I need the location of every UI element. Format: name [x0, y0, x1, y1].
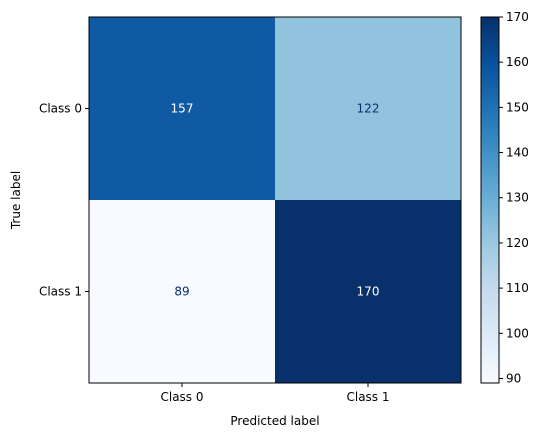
- plot-frame: [88, 16, 462, 384]
- colorbar: 90 100 110 120 130 140 150 160 170: [480, 10, 529, 385]
- heatmap-cell: [275, 200, 461, 383]
- cell-value-label: 89: [174, 285, 189, 299]
- y-axis: Class 0 Class 1: [39, 102, 89, 299]
- colorbar-tick-label: 120: [506, 236, 529, 250]
- colorbar-gradient: [480, 16, 500, 384]
- cell-value-labels: 157 122 89 170: [171, 102, 380, 299]
- y-tick-label: Class 1: [39, 285, 82, 299]
- colorbar-ticks: 90 100 110 120 130 140 150 160 170: [499, 10, 529, 385]
- heatmap-cell: [89, 17, 275, 200]
- colorbar-tick-label: 130: [506, 191, 529, 205]
- colorbar-tick-label: 170: [506, 10, 529, 24]
- x-axis: Class 0 Class 1: [160, 383, 390, 404]
- heatmap-cells: [89, 17, 461, 383]
- colorbar-tick-label: 150: [506, 100, 529, 114]
- x-tick-label: Class 1: [346, 390, 389, 404]
- colorbar-tick-label: 100: [506, 326, 529, 340]
- cell-value-label: 170: [357, 285, 380, 299]
- heatmap-cell: [89, 200, 275, 383]
- cell-value-label: 157: [171, 102, 194, 116]
- colorbar-tick-label: 90: [506, 371, 521, 385]
- colorbar-tick-label: 160: [506, 55, 529, 69]
- y-axis-label: True label: [9, 171, 23, 230]
- cell-value-label: 122: [357, 102, 380, 116]
- colorbar-tick-label: 110: [506, 281, 529, 295]
- x-tick-label: Class 0: [160, 390, 203, 404]
- heatmap-cell: [275, 17, 461, 200]
- colorbar-tick-label: 140: [506, 146, 529, 160]
- x-axis-label: Predicted label: [230, 414, 319, 428]
- y-tick-label: Class 0: [39, 102, 82, 116]
